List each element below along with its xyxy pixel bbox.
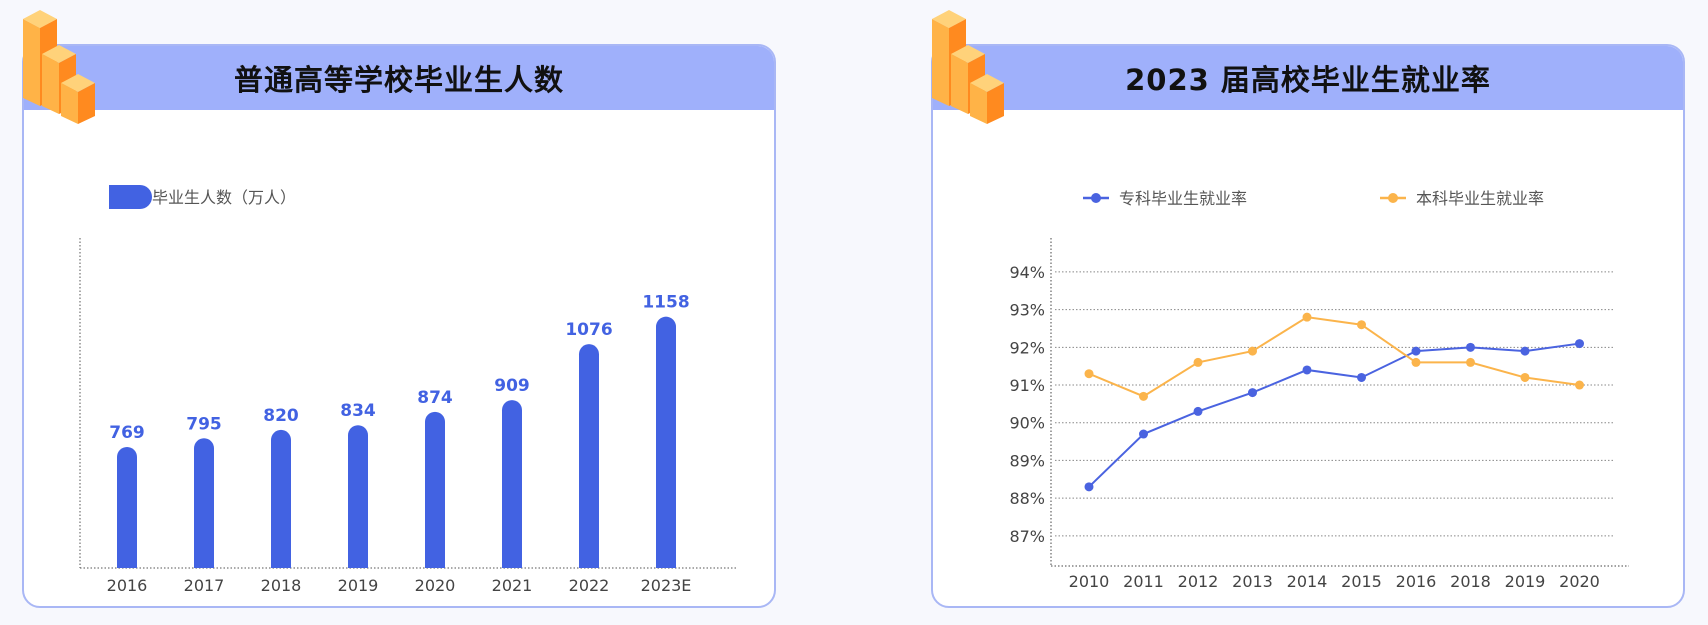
data-point xyxy=(1193,357,1203,367)
y-tick-label: 94% xyxy=(1009,263,1045,282)
bar-value-label: 795 xyxy=(186,414,222,434)
legend-swatch xyxy=(109,185,152,209)
blocks-decoration-left-icon xyxy=(23,10,95,124)
x-tick-label: 2011 xyxy=(1123,572,1164,591)
bar-value-label: 909 xyxy=(494,376,530,396)
x-tick-label: 2018 xyxy=(1450,572,1491,591)
data-point xyxy=(1139,391,1148,401)
data-point xyxy=(1466,357,1475,367)
x-tick-label: 2014 xyxy=(1287,572,1328,591)
legend-marker xyxy=(1388,193,1398,203)
y-tick-label: 89% xyxy=(1009,451,1045,470)
bar xyxy=(656,316,676,568)
y-tick-label: 92% xyxy=(1009,338,1045,357)
graduates-card: 普通高等学校毕业生人数 毕业生人数（万人） 769 2016 795 2017 820 20… xyxy=(22,44,776,608)
data-point xyxy=(1520,372,1530,382)
data-point xyxy=(1193,406,1203,416)
x-tick-label: 2019 xyxy=(338,576,379,595)
x-tick-label: 2012 xyxy=(1178,572,1219,591)
data-point xyxy=(1302,365,1312,375)
y-tick-label: 93% xyxy=(1009,301,1045,320)
data-point xyxy=(1575,380,1584,390)
graduates-chart-title: 普通高等学校毕业生人数 xyxy=(233,63,564,97)
bar-value-label: 769 xyxy=(109,423,145,443)
bar xyxy=(194,438,214,568)
x-tick-label: 2018 xyxy=(261,576,302,595)
y-tick-label: 88% xyxy=(1009,489,1045,508)
bar xyxy=(117,447,137,568)
x-tick-label: 2022 xyxy=(569,576,610,595)
bar xyxy=(271,429,291,568)
x-tick-label: 2023E xyxy=(641,576,692,595)
bar-value-label: 874 xyxy=(417,388,453,408)
x-tick-label: 2016 xyxy=(107,576,148,595)
bar xyxy=(579,344,599,568)
x-tick-label: 2020 xyxy=(415,576,456,595)
employment-card-header: 2023 届高校毕业生就业率 xyxy=(933,46,1683,110)
legend-label: 专科毕业生就业率 xyxy=(1119,189,1247,208)
bar-value-label: 820 xyxy=(263,406,299,426)
employment-line-chart: 专科毕业生就业率 本科毕业生就业率 87% 88% 89% 90% 91% 92% 93% 94%… xyxy=(1009,189,1629,591)
y-tick-label: 90% xyxy=(1009,414,1045,433)
x-tick-label: 2020 xyxy=(1559,572,1600,591)
employment-card: 2023 届高校毕业生就业率 专科毕业生就业率 本科毕业生就业率 87% 88% 89%… xyxy=(931,44,1685,608)
data-point xyxy=(1357,372,1366,382)
data-point xyxy=(1575,339,1584,349)
x-tick-label: 2016 xyxy=(1396,572,1437,591)
data-point xyxy=(1302,312,1312,322)
employment-chart-title: 2023 届高校毕业生就业率 xyxy=(1125,63,1491,97)
x-tick-label: 2015 xyxy=(1341,572,1382,591)
data-point xyxy=(1357,320,1366,330)
x-tick-label: 2010 xyxy=(1069,572,1110,591)
x-tick-label: 2017 xyxy=(184,576,225,595)
series-line xyxy=(1088,342,1580,488)
bar xyxy=(502,400,522,568)
bar xyxy=(348,425,368,568)
data-point xyxy=(1084,482,1094,492)
blocks-decoration-right-icon xyxy=(932,10,1004,124)
y-tick-label: 87% xyxy=(1009,527,1045,546)
legend-label: 本科毕业生就业率 xyxy=(1416,189,1544,208)
legend-label: 毕业生人数（万人） xyxy=(152,188,296,207)
data-point xyxy=(1084,369,1094,379)
x-tick-label: 2013 xyxy=(1232,572,1273,591)
x-tick-label: 2019 xyxy=(1505,572,1546,591)
data-point xyxy=(1139,429,1148,439)
bar-value-label: 1158 xyxy=(642,293,689,313)
data-point xyxy=(1248,346,1257,356)
x-tick-label: 2021 xyxy=(492,576,533,595)
data-point xyxy=(1411,357,1421,367)
series-line xyxy=(1088,316,1580,398)
data-point xyxy=(1520,346,1530,356)
bar xyxy=(425,411,445,568)
graduates-bar-chart: 毕业生人数（万人） 769 2016 795 2017 820 2018 834 2019 874… xyxy=(79,185,738,595)
bar-value-label: 834 xyxy=(340,401,376,421)
y-tick-label: 91% xyxy=(1009,376,1045,395)
data-point xyxy=(1248,388,1257,398)
data-point xyxy=(1411,346,1421,356)
graduates-card-header: 普通高等学校毕业生人数 xyxy=(24,46,774,110)
legend-marker xyxy=(1091,193,1101,203)
bar-value-label: 1076 xyxy=(565,320,612,340)
data-point xyxy=(1466,342,1475,352)
